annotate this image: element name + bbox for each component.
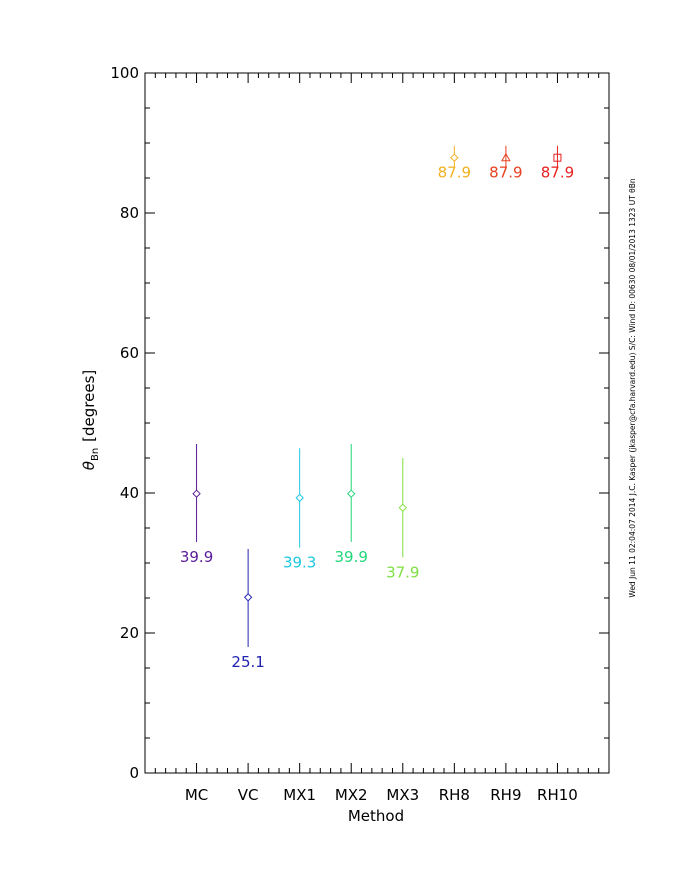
data-point-diamond — [192, 489, 201, 498]
data-point-diamond — [243, 593, 253, 602]
data-label: 25.1 — [231, 653, 264, 671]
x-tick-label: MC — [185, 786, 208, 804]
x-tick-label: MX2 — [335, 786, 368, 804]
data-point-triangle — [501, 152, 511, 162]
plot-frame — [144, 72, 610, 774]
y-tick-label: 60 — [120, 344, 139, 362]
side-annotation-text: Wed Jun 11 02:04:07 2014 J.C. Kasper (jk… — [628, 178, 637, 598]
data-point-diamond — [295, 493, 304, 503]
data-point-diamond — [398, 503, 407, 512]
data-label: 39.3 — [283, 554, 316, 572]
axes: 0 20 40 60 80 100 MC VC MX1 MX2 MX3 RH8 RH9 RH10 — [110, 64, 610, 804]
data-label: 37.9 — [386, 563, 419, 581]
y-axis-label-unit: [degrees] — [80, 370, 98, 442]
data-label: 87.9 — [438, 164, 471, 182]
data-marks: 39.9 25.1 39.3 39.9 37.9 87.9 87.9 87.9 — [180, 145, 574, 671]
x-tick-label: VC — [238, 786, 259, 804]
x-tick-label: MX3 — [386, 786, 419, 804]
y-tick-label: 40 — [120, 484, 139, 502]
y-tick-label: 80 — [120, 204, 139, 222]
data-label: 39.9 — [180, 548, 213, 566]
svg-text:θBn[degrees]: θBn [degrees] — [80, 370, 101, 470]
data-label: 87.9 — [489, 164, 522, 182]
y-tick-label: 20 — [120, 624, 139, 642]
y-axis-label-symbol: θ — [80, 461, 98, 470]
y-tick-label: 100 — [110, 64, 139, 82]
x-tick-label: RH10 — [537, 786, 578, 804]
data-label: 39.9 — [335, 548, 368, 566]
data-point-diamond — [347, 489, 356, 498]
y-axis-label-subscript: Bn — [90, 448, 101, 461]
x-tick-label: RH9 — [490, 786, 521, 804]
data-point-square — [553, 153, 562, 162]
side-annotation: Wed Jun 11 02:04:07 2014 J.C. Kasper (jk… — [628, 178, 637, 598]
x-tick-label: MX1 — [283, 786, 316, 804]
y-tick-label: 0 — [129, 764, 139, 782]
y-axis-label: θBn [degrees] — [80, 370, 101, 470]
x-axis-label: Method — [348, 807, 404, 825]
data-point-diamond — [450, 153, 459, 162]
data-label: 87.9 — [541, 164, 574, 182]
x-tick-label: RH8 — [439, 786, 470, 804]
